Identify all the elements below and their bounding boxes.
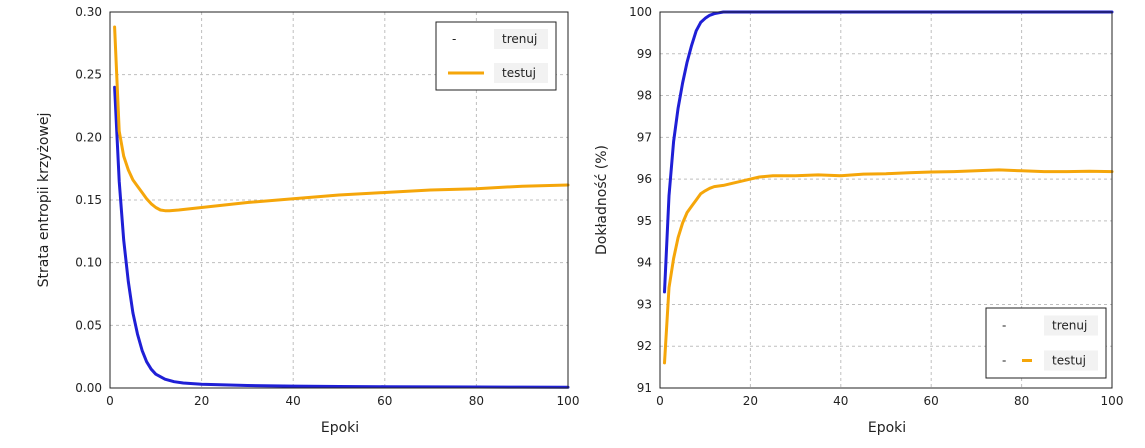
chart-right-legend-label-trenuj: trenuj	[1052, 319, 1087, 333]
chart-left-x-tick-label: 100	[557, 394, 580, 408]
chart-right-x-tick-label: 80	[1014, 394, 1029, 408]
chart-left-y-tick-label: 0.20	[75, 130, 102, 144]
chart-right-ticks: 0 20 40 60 80 100 91 92 93 94 95 96 97 98 99 100	[629, 5, 1123, 408]
chart-left-y-tick-label: 0.00	[75, 381, 102, 395]
chart-left-y-tick-label: 0.25	[75, 68, 102, 82]
chart-left-legend-label-bg	[494, 29, 548, 49]
chart-right-y-tick-label: 96	[637, 172, 652, 186]
chart-right-y-tick-label: 98	[637, 89, 652, 103]
chart-right-y-tick-label: 93	[637, 297, 652, 311]
chart-left-y-tick-label: 0.15	[75, 193, 102, 207]
chart-right-legend-marker-trenuj: -	[1002, 319, 1006, 333]
chart-left-series	[113, 25, 570, 389]
chart-left-series-trenuj	[113, 85, 570, 389]
chart-right-x-tick-label: 40	[833, 394, 848, 408]
chart-right-legend-label-testuj: testuj	[1052, 354, 1086, 368]
chart-right-y-tick-label: 91	[637, 381, 652, 395]
chart-left-ticks: 0 20 40 60 80 100 0.00 0.05 0.10 0.15 0.20 0.25 0.30	[75, 5, 579, 408]
chart-right-legend: - trenuj - testuj	[985, 307, 1107, 379]
chart-left-y-tick-label: 0.30	[75, 5, 102, 19]
chart-left-legend-label-bg	[494, 63, 548, 83]
chart-left-x-tick-label: 80	[469, 394, 484, 408]
chart-left-y-axis-title: Strata entropii krzyżowej	[36, 113, 52, 288]
chart-right-y-tick-label: 100	[629, 5, 652, 19]
chart-right-x-tick-label: 60	[924, 394, 939, 408]
chart-left-legend: - trenuj testuj	[435, 21, 557, 91]
chart-left-series-testuj	[113, 25, 570, 213]
chart-left-x-axis-title: Epoki	[321, 420, 359, 436]
chart-right-plot-frame	[659, 11, 1113, 389]
chart-right-y-tick-label: 94	[637, 256, 652, 270]
chart-right-legend-label-bg	[1044, 350, 1098, 371]
chart-left-legend-label-testuj: testuj	[502, 66, 536, 80]
chart-cross-entropy-loss: 0 20 40 60 80 100 0.00 0.05 0.10 0.15 0.20 0.25 0.30…	[36, 5, 579, 436]
chart-right-series-testuj	[663, 168, 1114, 365]
chart-left-x-tick-label: 60	[377, 394, 392, 408]
chart-right-x-tick-label: 20	[743, 394, 758, 408]
chart-left-legend-marker-trenuj: -	[452, 32, 456, 46]
chart-right-y-tick-label: 97	[637, 130, 652, 144]
chart-right-legend-marker-testuj: -	[1002, 354, 1006, 368]
chart-right-legend-label-bg	[1044, 315, 1098, 336]
chart-right-y-tick-label: 95	[637, 214, 652, 228]
chart-right-gridlines	[660, 12, 1112, 388]
chart-right-y-axis-title: Dokładność (%)	[594, 145, 610, 255]
chart-right-x-tick-label: 100	[1101, 394, 1124, 408]
chart-left-plot-frame	[109, 11, 569, 389]
chart-left-y-tick-label: 0.10	[75, 256, 102, 270]
chart-left-x-tick-label: 20	[194, 394, 209, 408]
chart-left-x-tick-label: 40	[286, 394, 301, 408]
chart-left-x-tick-label: 0	[106, 394, 114, 408]
chart-right-y-tick-label: 99	[637, 47, 652, 61]
chart-right-x-axis-title: Epoki	[868, 420, 906, 436]
chart-left-legend-label-trenuj: trenuj	[502, 32, 537, 46]
chart-right-x-tick-label: 0	[656, 394, 664, 408]
chart-left-y-tick-label: 0.05	[75, 318, 102, 332]
chart-right-y-tick-label: 92	[637, 339, 652, 353]
